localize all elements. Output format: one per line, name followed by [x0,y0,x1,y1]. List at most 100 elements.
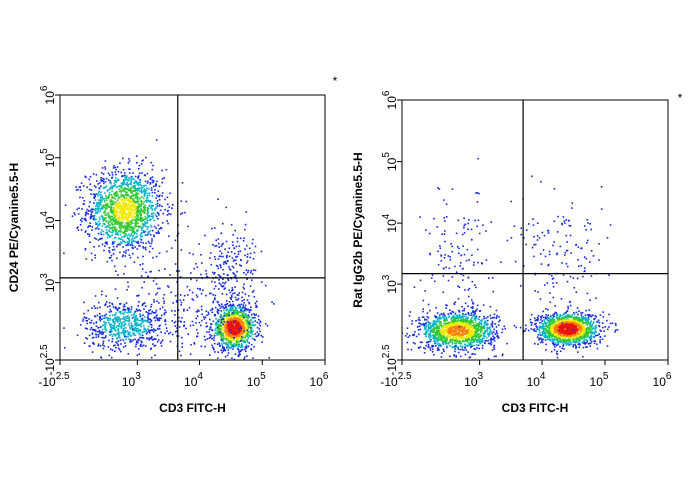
event-dot [473,341,476,343]
event-dot [228,310,230,312]
event-dot [118,205,121,207]
event-dot [124,345,127,347]
event-dot [147,319,149,321]
event-dot [96,226,99,229]
event-dot [143,302,146,304]
event-dot [446,338,449,341]
event-dot [209,326,212,328]
event-dot [142,207,145,209]
event-dot [236,331,239,334]
event-dot [145,333,148,335]
event-dot [116,199,119,202]
event-dot [228,255,231,258]
event-dot [150,189,153,191]
event-dot [180,213,182,215]
event-dot [471,325,474,327]
event-dot [471,345,473,347]
event-dot [241,325,243,327]
event-dot [482,304,485,306]
event-dot [132,252,134,255]
event-dot [441,327,443,329]
y-tick-label: 106 [39,85,57,104]
event-dot [168,235,170,237]
event-dot [139,211,142,214]
event-dot [127,333,130,335]
event-dot [232,260,235,262]
event-dot [127,162,130,164]
event-dot [109,181,111,184]
event-dot [251,291,254,293]
event-dot [433,353,435,356]
event-dot [111,338,114,340]
event-dot [428,328,430,330]
event-dot [243,341,245,343]
event-dot [114,307,117,309]
event-dot [474,334,476,337]
event-dot [229,333,231,335]
event-dot [460,317,462,319]
event-dot [436,334,438,336]
event-dot [150,303,153,306]
event-dot [151,179,154,182]
event-dot [158,198,161,201]
event-dot [214,285,217,288]
event-dot [103,337,105,339]
event-dot [109,348,112,351]
event-dot [450,319,453,321]
event-dot [122,330,125,333]
event-dot [452,319,454,321]
event-dot [442,343,444,345]
event-dot [484,342,486,345]
event-dot [158,214,160,216]
event-dot [183,294,186,297]
event-dot [467,328,470,330]
event-dot [107,197,110,200]
event-dot [117,329,120,332]
event-dot [409,311,412,313]
event-dot [113,197,115,199]
event-dot [140,203,142,206]
event-dot [205,322,208,324]
event-dot [146,217,149,219]
event-dot [168,332,170,335]
event-dot [79,224,82,226]
event-dot [466,316,468,318]
event-dot [133,202,135,204]
event-dot [116,233,119,236]
event-dot [96,223,99,225]
event-dot [450,334,452,336]
event-dot [240,346,242,348]
event-dot [444,320,446,323]
event-dot [145,320,147,323]
event-dot [90,252,93,255]
event-dot [463,330,466,332]
event-dot [104,324,107,326]
event-dot [469,334,471,337]
event-dot [467,320,469,323]
event-dot [245,319,247,322]
event-dot [109,206,111,208]
event-dot [104,304,106,307]
event-dot [125,212,127,215]
event-dot [244,356,246,358]
event-dot [126,311,128,314]
event-dot [151,212,153,215]
event-dot [448,325,450,328]
event-dot [101,318,103,320]
event-dot [225,240,228,243]
event-dot [97,202,100,204]
event-dot [445,328,447,331]
event-dot [273,303,275,305]
event-dot [121,321,123,324]
event-dot [493,316,495,319]
event-dot [455,314,458,317]
event-dot [123,172,126,174]
event-dot [459,324,461,327]
event-dot [446,304,448,307]
event-dot [124,241,127,244]
event-dot [141,235,144,238]
event-dot [474,318,477,320]
event-dot [233,316,235,318]
event-dot [138,183,140,186]
event-dot [228,320,231,322]
